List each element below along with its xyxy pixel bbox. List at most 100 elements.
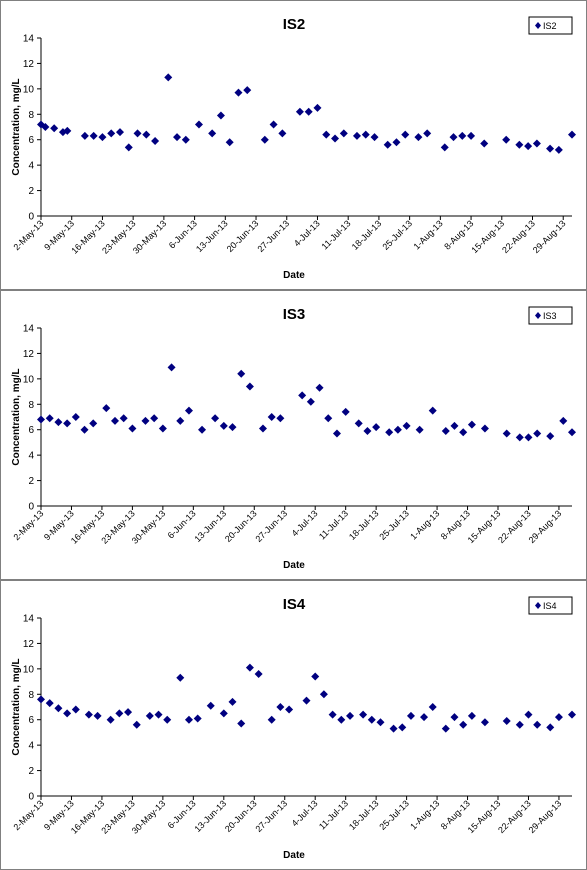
y-tick-label: 14	[23, 614, 35, 625]
data-point	[319, 690, 328, 699]
data-point	[311, 672, 320, 681]
y-tick-label: 8	[28, 110, 34, 121]
data-point	[276, 703, 285, 711]
y-tick-label: 0	[28, 502, 34, 513]
data-point	[141, 416, 150, 425]
data-point	[167, 363, 176, 372]
data-point	[245, 663, 254, 672]
data-point	[568, 428, 576, 437]
legend-box	[528, 16, 573, 35]
data-point	[401, 130, 410, 139]
data-point	[107, 129, 116, 138]
x-axis-label: Date	[283, 270, 305, 281]
data-point	[515, 433, 524, 442]
data-point	[237, 369, 246, 378]
data-point	[533, 720, 542, 729]
y-tick-label: 10	[23, 664, 35, 675]
x-axis-label: Date	[283, 560, 305, 571]
data-point	[267, 715, 276, 724]
legend-marker	[535, 22, 541, 29]
data-point	[80, 131, 89, 140]
y-axis-label: Concentration, mg/L	[11, 658, 22, 755]
data-point	[45, 699, 54, 708]
data-point	[339, 129, 348, 138]
data-point	[89, 131, 98, 140]
data-point	[102, 404, 111, 413]
data-point	[37, 120, 45, 129]
data-point	[428, 406, 437, 415]
data-point	[402, 421, 411, 430]
x-tick-label: 25-Jul-13	[380, 218, 414, 252]
legend: IS3	[528, 306, 573, 325]
data-point	[234, 88, 243, 97]
chart-svg-is3: IS3024681012142-May-139-May-1316-May-132…	[11, 306, 576, 571]
data-point	[415, 425, 424, 434]
chart-title: IS2	[283, 16, 306, 33]
y-tick-label: 14	[23, 324, 35, 335]
x-tick-label: 20-Jun-13	[223, 508, 259, 544]
data-point	[164, 73, 173, 82]
x-tick-label: 18-Jul-13	[347, 508, 381, 542]
x-tick-label: 4-Jul-13	[292, 218, 322, 248]
x-tick-label: 2-May-13	[11, 508, 45, 542]
data-point	[458, 131, 467, 140]
data-point	[278, 129, 287, 138]
data-point	[154, 710, 163, 719]
data-point	[331, 134, 340, 143]
data-point	[84, 710, 93, 719]
chart-panel-is4: IS4 0 2 4 6 8 10 12 14 2-May-13 9-May-13 16-May-13 2…	[0, 580, 587, 870]
y-tick-label: 0	[28, 212, 34, 223]
data-point	[524, 710, 533, 719]
x-tick-label: 4-Jul-13	[290, 508, 320, 538]
data-point	[450, 713, 459, 722]
data-point	[559, 416, 568, 425]
y-tick-label: 0	[28, 792, 34, 803]
data-point	[328, 710, 337, 719]
data-point	[158, 424, 167, 433]
data-point	[502, 429, 511, 438]
data-point	[110, 416, 119, 425]
data-point	[313, 103, 322, 112]
legend: IS2	[528, 16, 573, 35]
data-point	[346, 711, 355, 720]
data-point	[480, 718, 489, 727]
data-point	[63, 709, 72, 718]
y-tick-label: 10	[23, 374, 35, 385]
chart-title: IS4	[283, 596, 306, 613]
x-tick-label: 29-Aug-13	[527, 798, 564, 835]
data-point	[37, 415, 45, 424]
x-tick-label: 30-May-13	[130, 508, 167, 545]
axis-lines	[40, 618, 572, 797]
data-point	[269, 120, 278, 129]
legend: IS4	[528, 596, 573, 615]
chart-svg-is4: IS4024681012142-May-139-May-1316-May-132…	[11, 596, 576, 861]
data-point	[315, 383, 324, 392]
y-tick-label: 6	[28, 715, 34, 726]
data-point	[467, 420, 476, 429]
data-point	[393, 425, 402, 434]
data-point	[568, 130, 576, 139]
data-point	[115, 128, 124, 137]
data-point	[206, 701, 215, 710]
y-tick-label: 4	[28, 451, 34, 462]
legend-box	[528, 596, 573, 615]
data-point	[554, 713, 563, 722]
data-point	[568, 710, 576, 719]
data-point	[128, 424, 137, 433]
data-point	[80, 425, 89, 434]
chart-panel-is3: IS3 0 2 4 6 8 10 12 14 2-May-13 9-May-13 16-May-13 2…	[0, 290, 587, 580]
x-tick-label: 29-Aug-13	[531, 218, 568, 255]
data-point	[93, 711, 102, 720]
x-tick-label: 30-May-13	[131, 218, 168, 255]
data-point	[352, 131, 361, 140]
data-point	[524, 433, 533, 442]
data-point	[295, 107, 304, 116]
data-point	[176, 416, 185, 425]
data-point	[119, 414, 128, 423]
y-tick-label: 12	[23, 349, 35, 360]
data-point	[50, 124, 59, 133]
y-tick-label: 14	[23, 34, 35, 45]
data-point	[211, 414, 220, 423]
data-point	[450, 421, 459, 430]
legend-box	[528, 306, 573, 325]
